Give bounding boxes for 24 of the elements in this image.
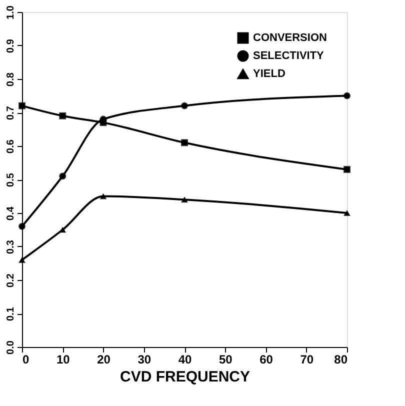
x-axis-title: CVD FREQUENCY <box>120 368 250 386</box>
legend-label: CONVERSION <box>253 32 328 44</box>
y-tick-label: 0.1 <box>6 306 16 321</box>
x-tick-label: 10 <box>56 352 70 366</box>
x-tick-label: 70 <box>300 352 314 366</box>
x-tick-label: 20 <box>97 352 111 366</box>
y-tick-label: 1.0 <box>6 5 16 20</box>
x-tick-label: 30 <box>138 352 152 366</box>
y-tick-label: 0.3 <box>6 240 16 254</box>
legend-label: YIELD <box>253 68 286 80</box>
x-tick-label: 0 <box>22 352 30 366</box>
y-tick-label: 0.0 <box>6 340 16 354</box>
y-tick-label: 0.2 <box>6 273 16 288</box>
y-tick-label: 0.7 <box>6 106 16 120</box>
x-tick-label: 60 <box>260 352 274 366</box>
x-tick-label: 80 <box>334 352 348 366</box>
y-tick-label: 0.4 <box>6 206 16 220</box>
y-tick-label: 0.9 <box>6 38 16 53</box>
x-tick-label: 40 <box>178 352 192 366</box>
y-tick-label: 0.5 <box>6 172 16 187</box>
y-tick-label: 0.6 <box>6 139 16 154</box>
x-tick-label: 50 <box>218 352 233 366</box>
y-tick-label: 0.8 <box>6 72 16 86</box>
legend-label: SELECTIVITY <box>253 50 325 62</box>
